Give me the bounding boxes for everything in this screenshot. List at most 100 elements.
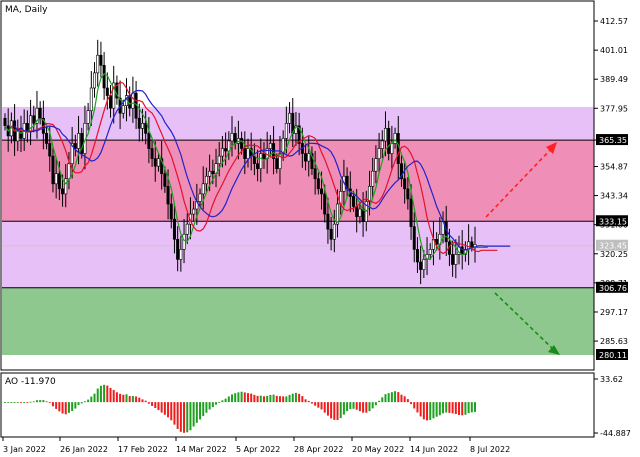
ao-bar (67, 402, 70, 413)
candle (153, 141, 157, 182)
x-tick-label: 8 Jul 2022 (470, 445, 510, 454)
candle (230, 116, 234, 157)
ao-bar (320, 402, 323, 410)
ao-bar (19, 402, 22, 403)
ao-bar (246, 393, 249, 403)
oscillator-axis: 33.62 -44.887 (594, 375, 631, 438)
ao-bar (285, 396, 288, 403)
ao-bar (160, 402, 163, 413)
price-tags: 365.35 333.15 323.45 306.76 280.11 (596, 134, 628, 360)
ao-bar (199, 402, 202, 420)
ao-tick-label: -44.887 (600, 429, 631, 438)
ao-bar (39, 400, 42, 403)
candle (112, 65, 116, 124)
candle (358, 201, 362, 224)
ao-bar (358, 402, 361, 412)
ao-bar (317, 402, 320, 408)
candle (454, 239, 458, 279)
ao-bar (362, 402, 365, 413)
candle (169, 193, 173, 229)
ao-bar (90, 396, 93, 403)
zone-0 (2, 287, 594, 355)
candle (377, 133, 381, 173)
ao-bar (183, 402, 186, 433)
ao-bar (272, 394, 275, 403)
ao-bar (237, 392, 240, 403)
oscillator-pane-border (0, 372, 595, 438)
ao-bar (304, 399, 307, 403)
ao-bar (170, 402, 173, 421)
price-tag: 365.35 (596, 134, 628, 146)
candle (252, 143, 256, 176)
ao-bar (400, 394, 403, 403)
ao-bar (115, 392, 118, 403)
price-tag: 323.45 (596, 239, 628, 251)
ao-bar (231, 394, 234, 403)
ao-bar (42, 400, 45, 403)
y-tick-label: 412.57 (600, 17, 628, 26)
ao-bar (458, 402, 461, 416)
ao-bar (381, 397, 384, 403)
ao-bar (167, 402, 170, 418)
candle (89, 71, 93, 126)
candle (102, 52, 106, 100)
ao-bar (330, 402, 333, 419)
ao-bar (26, 402, 29, 403)
x-tick-label: 26 Jan 2022 (60, 445, 108, 454)
candle (284, 106, 288, 154)
ao-bar (176, 402, 179, 429)
ao-bar (179, 402, 182, 432)
candle (380, 130, 384, 159)
candle (246, 138, 250, 168)
ao-bar (112, 389, 115, 403)
ao-bar (221, 400, 224, 403)
candle (422, 250, 426, 279)
ao-bar (470, 402, 473, 413)
ao-bar (448, 402, 451, 413)
candle (73, 134, 77, 157)
ao-bar (13, 402, 16, 403)
x-tick-label: 14 Mar 2022 (176, 445, 227, 454)
ao-bar (135, 396, 138, 403)
ao-bar (64, 402, 67, 415)
candle (387, 120, 391, 161)
candle (451, 240, 455, 277)
candle (93, 62, 97, 98)
y-tick-label: 377.95 (600, 104, 628, 113)
ao-bar (394, 391, 397, 403)
ao-bar (266, 395, 269, 403)
ao-bar (10, 402, 13, 403)
ao-bar (61, 402, 64, 414)
awesome-oscillator-pane: AO -11.970 33.62 -44.887 (4, 375, 631, 438)
price-pane: MA, Daily (1, 1, 594, 370)
ao-bar (35, 400, 38, 403)
ao-bar (208, 402, 211, 410)
ao-bar (16, 402, 19, 403)
ao-bar (413, 402, 416, 409)
candle (96, 39, 100, 87)
ao-bar (51, 402, 54, 407)
ao-bar (147, 402, 150, 404)
candle (256, 149, 260, 182)
candle (179, 235, 183, 272)
ao-bar (291, 393, 294, 403)
ao-bar (74, 402, 77, 409)
ao-bar (464, 402, 467, 415)
ao-bar (195, 402, 198, 423)
candle (80, 127, 84, 159)
ao-bar (243, 392, 246, 403)
ao-bar (192, 402, 195, 427)
ao-bar (314, 402, 317, 406)
x-tick-label: 3 Jan 2022 (3, 445, 46, 454)
ao-bar (262, 396, 265, 403)
ao-bar (173, 402, 176, 425)
candle (415, 237, 419, 274)
candle (329, 216, 333, 251)
ao-bar (374, 402, 377, 406)
ao-bar (445, 402, 448, 413)
ao-bar (218, 402, 221, 403)
y-tick-label: 401.01 (600, 46, 628, 55)
forecast-arrow-up (485, 142, 557, 218)
ao-bar (29, 401, 32, 403)
